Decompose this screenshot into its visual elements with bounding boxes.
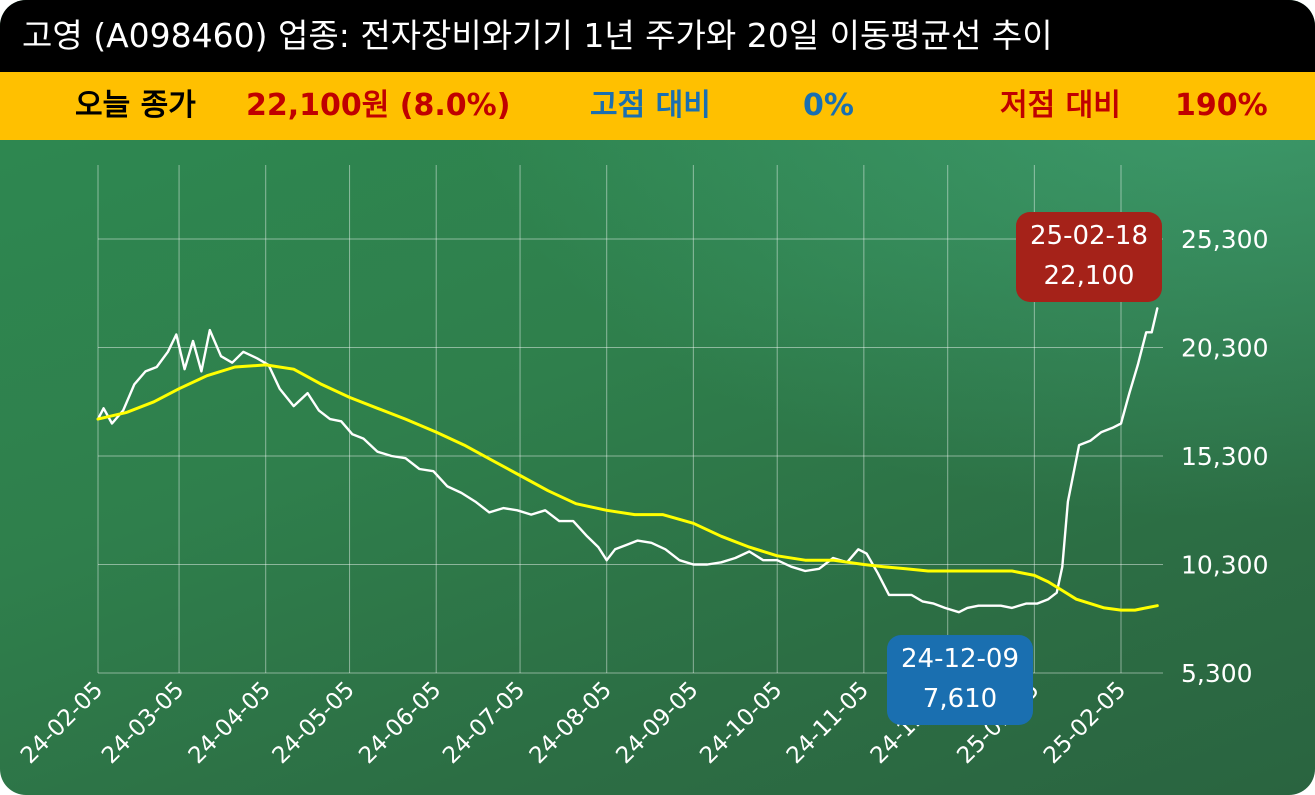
x-tick-label: 24-09-05	[611, 677, 703, 769]
close-label: 오늘 종가	[75, 88, 196, 123]
price-line	[96, 307, 1159, 614]
low-callout-date: 24-12-09	[900, 644, 1019, 674]
x-tick-label: 24-10-05	[695, 677, 787, 769]
x-tick-label: 24-07-05	[438, 677, 530, 769]
high-callout-date: 25-02-18	[1029, 221, 1148, 251]
y-tick-label: 15,300	[1181, 442, 1268, 471]
high-label: 고점 대비	[590, 88, 711, 123]
line-chart: 5,30010,30015,30020,30025,30024-02-0524-…	[16, 165, 1268, 769]
x-tick-label: 24-03-05	[97, 677, 189, 769]
low-callout-value: 7,610	[922, 684, 998, 714]
x-tick-label: 24-05-05	[268, 677, 360, 769]
high-value: 0%	[803, 88, 854, 123]
stats-bar: 오늘 종가 22,100원 (8.0%) 고점 대비 0% 저점 대비 190%	[0, 72, 1315, 140]
low-value: 190%	[1175, 88, 1268, 123]
chart-title: 고영 (A098460) 업종: 전자장비와기기 1년 주가와 20일 이동평균…	[0, 0, 1315, 72]
x-tick-label: 24-02-05	[16, 677, 108, 769]
y-tick-label: 20,300	[1181, 334, 1268, 363]
x-tick-label: 24-06-05	[354, 677, 446, 769]
x-tick-label: 24-08-05	[525, 677, 617, 769]
high-callout: 25-02-18 22,100	[1016, 212, 1162, 302]
x-tick-label: 24-04-05	[184, 677, 276, 769]
low-label: 저점 대비	[1000, 88, 1121, 123]
ma20-line	[96, 363, 1159, 612]
close-value: 22,100원 (8.0%)	[246, 88, 511, 123]
y-tick-label: 25,300	[1181, 225, 1268, 254]
chart-area: 5,300 10,300 15,300 20,300 25,300 24-02-05 24-…	[0, 140, 1315, 795]
x-tick-label: 25-02-05	[1039, 677, 1131, 769]
y-tick-label: 10,300	[1181, 551, 1268, 580]
x-tick-label: 24-11-05	[782, 677, 874, 769]
low-callout: 24-12-09 7,610	[887, 635, 1033, 725]
high-callout-value: 22,100	[1043, 261, 1135, 291]
y-tick-label: 5,300	[1181, 659, 1253, 688]
